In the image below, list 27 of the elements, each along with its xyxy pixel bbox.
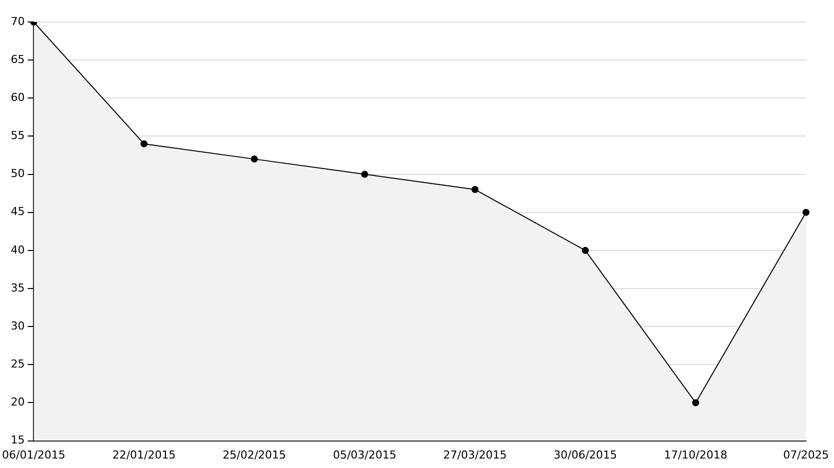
x-tick-label: 30/06/2015 [554,448,618,462]
y-tick-label: 55 [10,129,25,142]
point [361,170,368,178]
point [250,156,258,163]
y-tick-label: 45 [10,205,25,218]
x-tick-label: 22/01/2015 [112,448,176,462]
x-tick-label: 27/03/2015 [443,448,507,462]
y-tick-label: 65 [10,52,25,66]
y-tick-label: 25 [10,358,25,371]
y-tick-label: 50 [10,167,25,180]
y-tick-label: 60 [10,91,25,104]
point [472,186,479,194]
x-tick-label: 05/03/2015 [332,448,396,462]
y-tick-label: 20 [10,396,25,409]
x-tick-label: 25/02/2015 [222,448,286,462]
point [140,140,148,148]
x-tick-label: 07/2025 [783,448,829,462]
point [582,246,589,254]
y-tick-label: 35 [10,281,25,294]
point [802,208,810,216]
y-tick-label: 30 [10,319,25,332]
y-tick-label: 15 [10,434,25,447]
point [692,399,700,406]
y-tick-label: 70 [10,14,25,28]
x-tick-label: 06/01/2015 [2,448,66,462]
y-tick-label: 40 [10,243,25,256]
x-tick-label: 17/10/2018 [664,448,728,462]
